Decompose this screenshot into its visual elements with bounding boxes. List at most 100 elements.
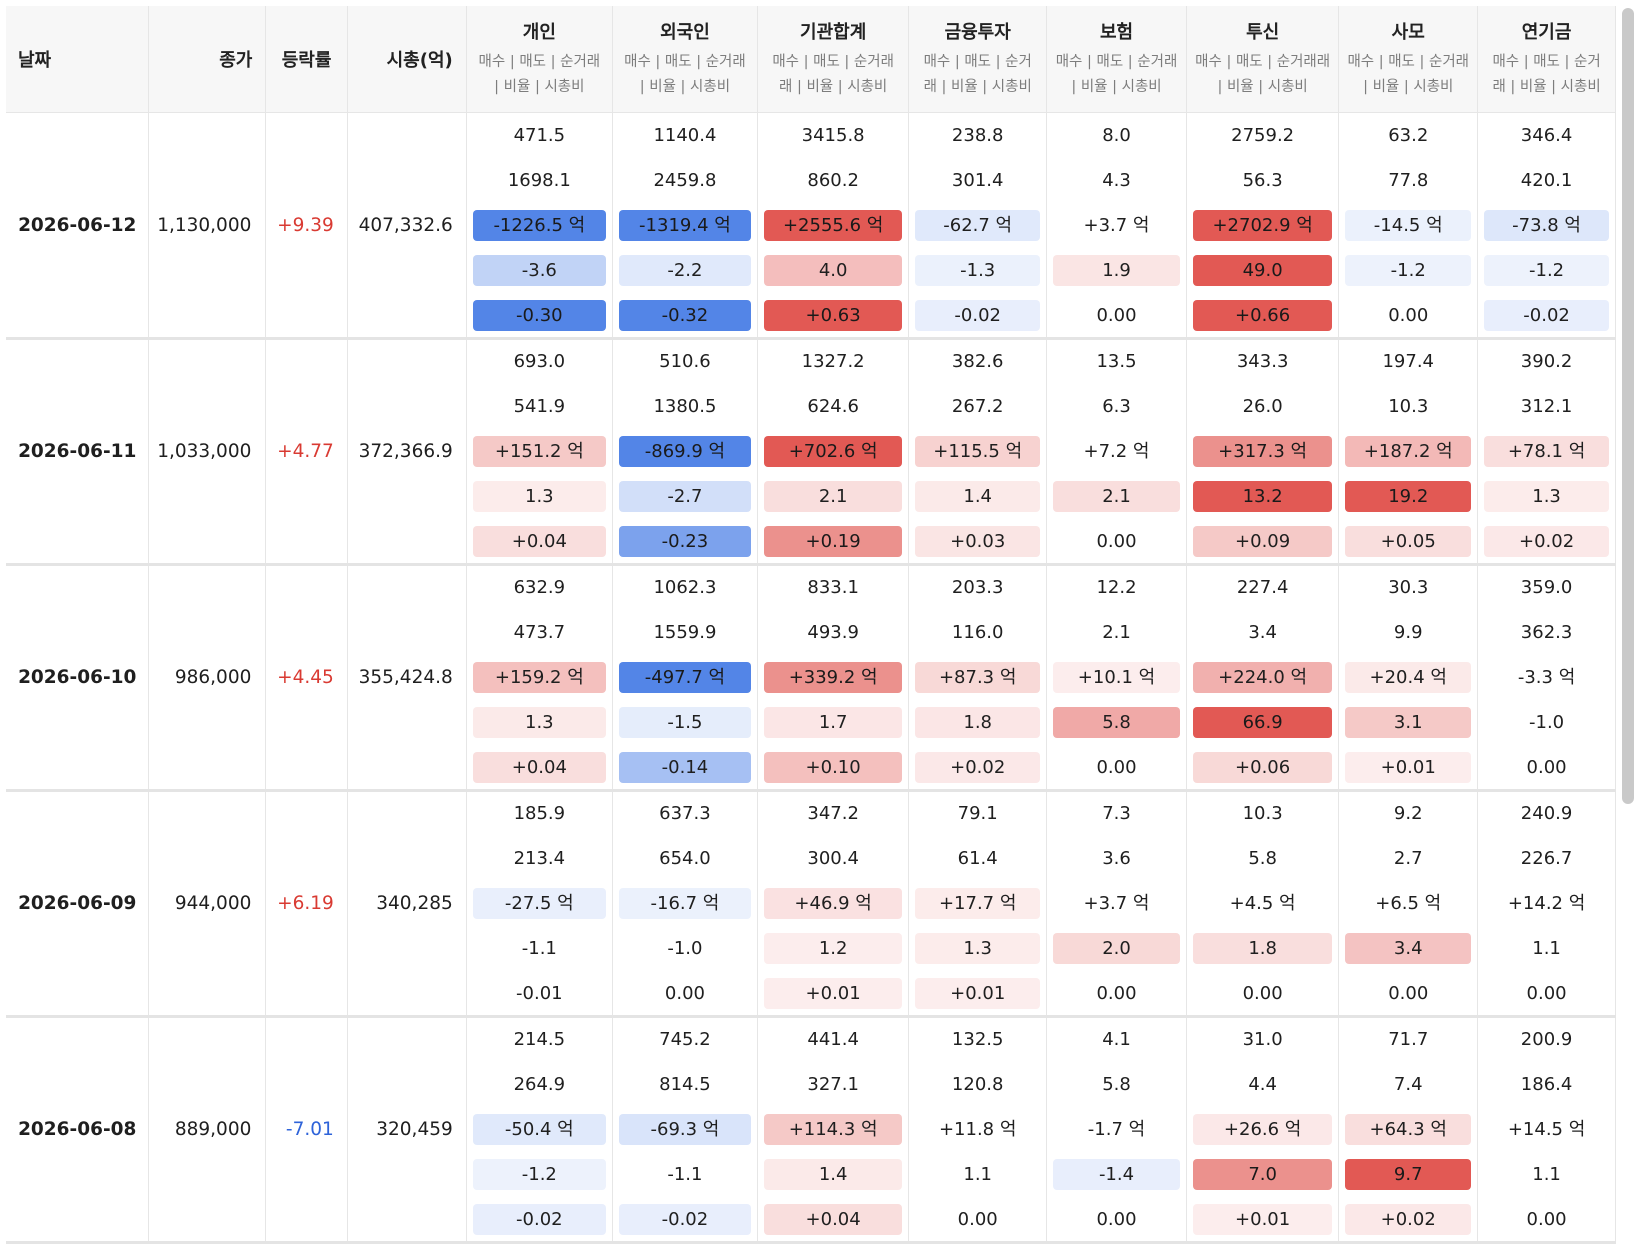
row-date: 2026-06-09 bbox=[6, 790, 150, 1018]
group-ratio-value: 66.9 bbox=[1192, 707, 1333, 738]
group-ratio-value: 3.1 bbox=[1345, 707, 1472, 738]
group-buy-value: 632.9 bbox=[513, 577, 566, 598]
group-mcap-value: +0.01 bbox=[763, 978, 903, 1009]
group-sell-value: 120.8 bbox=[951, 1074, 1004, 1095]
group-mcap-value: 0.00 bbox=[1388, 983, 1429, 1004]
group-net-value: +26.6 억 bbox=[1192, 1114, 1333, 1145]
group-net-value: -14.5 억 bbox=[1345, 209, 1472, 241]
group-mcap-value: +0.01 bbox=[915, 978, 1041, 1009]
row-close: 1,033,000 bbox=[148, 338, 267, 566]
group-ratio-value: -1.5 bbox=[618, 707, 751, 738]
table-row[interactable]: 2026-06-10 986,000 +4.45 355,424.8 632.9 473.… bbox=[6, 564, 1616, 792]
row-date: 2026-06-08 bbox=[6, 1016, 150, 1244]
group-buy-value: 3415.8 bbox=[801, 124, 865, 146]
row-close: 1,130,000 bbox=[148, 112, 267, 340]
table-row[interactable]: 2026-06-11 1,033,000 +4.77 372,366.9 693.0 54… bbox=[6, 338, 1616, 566]
group-net-value: +114.3 억 bbox=[763, 1114, 903, 1145]
group-mcap-value: -0.30 bbox=[472, 299, 606, 331]
header-date[interactable]: 날짜 bbox=[6, 6, 150, 113]
group-net-value: +17.7 억 bbox=[915, 888, 1041, 919]
group-sell-value: 3.4 bbox=[1248, 622, 1277, 643]
group-mcap-value: -0.23 bbox=[618, 526, 751, 557]
group-cell: 203.3 116.0 +87.3 억 1.8 +0.02 bbox=[908, 564, 1048, 792]
group-ratio-value: -2.7 bbox=[618, 481, 751, 512]
group-ratio-value: 7.0 bbox=[1192, 1159, 1333, 1190]
group-ratio-value: 2.1 bbox=[763, 481, 903, 512]
group-buy-value: 30.3 bbox=[1388, 577, 1429, 598]
table-row[interactable]: 2026-06-08 889,000 -7.01 320,459 214.5 264.9 -… bbox=[6, 1016, 1616, 1244]
group-cell: 347.2 300.4 +46.9 억 1.2 +0.01 bbox=[757, 790, 910, 1018]
header-mcap[interactable]: 시총(억) bbox=[347, 6, 467, 113]
group-buy-value: 203.3 bbox=[951, 577, 1004, 598]
header-close[interactable]: 종가 bbox=[148, 6, 267, 113]
group-buy-value: 471.5 bbox=[513, 124, 566, 146]
group-net-value: -69.3 억 bbox=[618, 1114, 751, 1145]
group-buy-value: 1327.2 bbox=[801, 351, 865, 372]
group-net-value: +151.2 억 bbox=[472, 436, 606, 467]
group-sell-value: 493.9 bbox=[807, 622, 859, 643]
group-cell: 1327.2 624.6 +702.6 억 2.1 +0.19 bbox=[757, 338, 910, 566]
group-mcap-value: -0.02 bbox=[915, 299, 1041, 331]
group-cell: 359.0 362.3 -3.3 억 -1.0 0.00 bbox=[1477, 564, 1616, 792]
group-net-value: -1.7 억 bbox=[1087, 1119, 1146, 1140]
group-sell-value: 61.4 bbox=[957, 848, 998, 869]
group-cell: 185.9 213.4 -27.5 억 -1.1 -0.01 bbox=[466, 790, 613, 1018]
group-ratio-value: -3.6 bbox=[472, 254, 606, 286]
group-net-value: +14.5 억 bbox=[1507, 1119, 1586, 1140]
group-cell: 238.8 301.4 -62.7 억 -1.3 -0.02 bbox=[908, 112, 1048, 340]
group-buy-value: 71.7 bbox=[1388, 1029, 1429, 1050]
group-mcap-value: +0.04 bbox=[472, 752, 606, 783]
group-mcap-value: 0.00 bbox=[1388, 304, 1429, 326]
group-cell: 31.0 4.4 +26.6 억 7.0 +0.01 bbox=[1186, 1016, 1340, 1244]
group-ratio-value: 1.1 bbox=[1532, 1164, 1561, 1185]
group-cell: 227.4 3.4 +224.0 억 66.9 +0.06 bbox=[1186, 564, 1340, 792]
group-ratio-value: 5.8 bbox=[1053, 707, 1180, 738]
header-group-7: 연기금 매수 | 매도 | 순거래 | 비율 | 시총비 bbox=[1477, 6, 1616, 113]
group-buy-value: 745.2 bbox=[659, 1029, 711, 1050]
group-net-value: +78.1 억 bbox=[1484, 436, 1609, 467]
group-buy-value: 132.5 bbox=[951, 1029, 1004, 1050]
group-buy-value: 637.3 bbox=[659, 803, 711, 824]
header-group-subtitle: 매수 | 매도 | 순거래 | 비율 | 시총비 bbox=[624, 54, 746, 95]
row-close: 986,000 bbox=[148, 564, 267, 792]
group-ratio-value: -2.2 bbox=[618, 254, 751, 286]
group-mcap-value: 0.00 bbox=[1242, 983, 1283, 1004]
row-change: +4.45 bbox=[265, 564, 348, 792]
group-buy-value: 347.2 bbox=[807, 803, 859, 824]
group-net-value: -3.3 억 bbox=[1517, 667, 1576, 688]
group-sell-value: 301.4 bbox=[951, 169, 1004, 191]
group-mcap-value: +0.09 bbox=[1192, 526, 1333, 557]
group-cell: 346.4 420.1 -73.8 억 -1.2 -0.02 bbox=[1477, 112, 1616, 340]
group-cell: 8.0 4.3 +3.7 억 1.9 0.00 bbox=[1046, 112, 1187, 340]
group-mcap-value: 0.00 bbox=[957, 1209, 998, 1230]
group-sell-value: 860.2 bbox=[807, 169, 859, 191]
group-cell: 382.6 267.2 +115.5 억 1.4 +0.03 bbox=[908, 338, 1048, 566]
group-mcap-value: +0.01 bbox=[1345, 752, 1472, 783]
header-group-subtitle: 매수 | 매도 | 순거래 | 비율 | 시총비 bbox=[923, 54, 1032, 95]
group-sell-value: 1698.1 bbox=[507, 169, 571, 191]
group-net-value: +6.5 억 bbox=[1375, 893, 1442, 914]
row-change: +9.39 bbox=[265, 112, 348, 340]
group-mcap-value: 0.00 bbox=[1096, 531, 1137, 552]
table-row[interactable]: 2026-06-09 944,000 +6.19 340,285 185.9 213.4 -… bbox=[6, 790, 1616, 1018]
header-change[interactable]: 등락률 bbox=[265, 6, 348, 113]
header-group-3: 금융투자 매수 | 매도 | 순거래 | 비율 | 시총비 bbox=[908, 6, 1048, 113]
group-sell-value: 2.1 bbox=[1102, 622, 1131, 643]
group-cell: 63.2 77.8 -14.5 억 -1.2 0.00 bbox=[1338, 112, 1479, 340]
investor-trading-table-container[interactable]: 날짜 종가 등락률 시총(억) 개인 매수 | 매도 | 순거래 | 비율 | 시… bbox=[6, 6, 1620, 1250]
group-sell-value: 5.8 bbox=[1102, 1074, 1131, 1095]
group-mcap-value: +0.05 bbox=[1345, 526, 1472, 557]
group-net-value: +115.5 억 bbox=[915, 436, 1041, 467]
vertical-scrollbar[interactable] bbox=[1622, 8, 1634, 804]
table-row[interactable]: 2026-06-12 1,130,000 +9.39 407,332.6 471.5 16… bbox=[6, 112, 1616, 340]
table-body: 2026-06-12 1,130,000 +9.39 407,332.6 471.5 16… bbox=[6, 112, 1616, 1244]
group-cell: 833.1 493.9 +339.2 억 1.7 +0.10 bbox=[757, 564, 910, 792]
group-mcap-value: 0.00 bbox=[1526, 1209, 1567, 1230]
group-buy-value: 197.4 bbox=[1382, 351, 1434, 372]
group-sell-value: 4.3 bbox=[1102, 169, 1131, 191]
group-mcap-value: -0.02 bbox=[1484, 299, 1609, 331]
group-mcap-value: 0.00 bbox=[1526, 983, 1567, 1004]
group-ratio-value: -1.0 bbox=[1529, 712, 1565, 733]
group-mcap-value: +0.03 bbox=[915, 526, 1041, 557]
group-ratio-value: 1.8 bbox=[915, 707, 1041, 738]
